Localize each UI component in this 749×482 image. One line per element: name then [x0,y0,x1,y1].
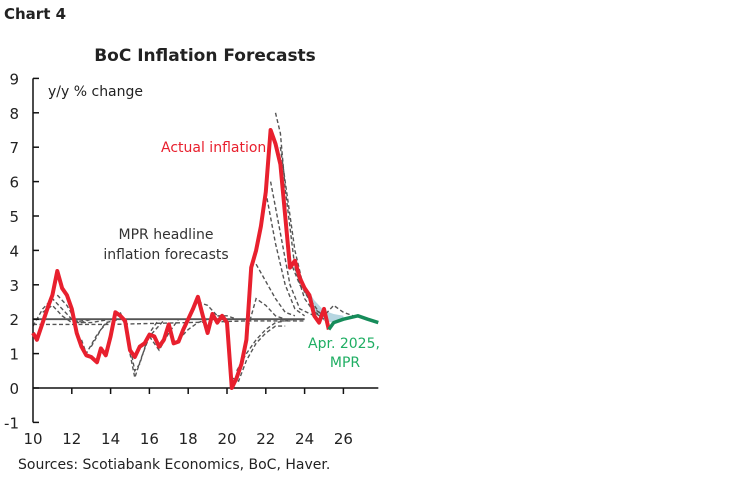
latest-forecast-line [327,314,379,331]
x-tick-label: 12 [62,430,81,448]
forecasts-label-line1: MPR headline [119,227,214,243]
actual-inflation-line [31,128,331,390]
past-forecast-line-15 [255,263,296,317]
y-axis-label: y/y % change [48,84,143,100]
y-tick-label: 7 [9,139,19,157]
latest-forecast-label-line2: MPR [330,355,361,371]
x-tick-label: 20 [217,430,236,448]
past-forecast-line-17 [269,181,315,317]
past-forecast-line-1 [32,297,92,327]
y-tick-label: 0 [9,380,19,398]
x-tick-label: 16 [140,430,159,448]
forecasts-label-line2: inflation forecasts [103,247,228,263]
y-tick-label: 1 [9,346,19,364]
chart-label: Chart 4 [4,5,66,23]
latest-forecast-label-line1: Apr. 2025, [308,336,380,352]
y-tick-label: -1 [4,414,19,432]
y-tick-label: 5 [9,208,19,226]
past-forecast-line-3 [56,294,111,324]
x-tick-label: 24 [295,430,314,448]
chart-title: BoC Inflation Forecasts [94,46,316,66]
y-tick-label: 2 [9,311,19,329]
x-tick-label: 10 [23,430,42,448]
source-note: Sources: Scotiabank Economics, BoC, Have… [18,457,330,473]
x-tick-label: 18 [179,430,198,448]
past-forecast-line-12 [231,325,286,383]
forecast-band [294,264,344,323]
y-tick-label: 4 [9,242,19,260]
actual-inflation-label: Actual inflation [161,140,266,156]
past-forecast-line-5 [90,318,121,348]
y-tick-label: 3 [9,277,19,295]
x-tick-label: 22 [256,430,275,448]
y-tick-label: 9 [9,70,19,88]
past-forecast-line-16 [265,191,306,317]
x-tick-label: 14 [101,430,120,448]
y-tick-label: 6 [9,174,19,192]
past-forecast-line-18 [274,112,325,320]
past-forecast-line-7 [129,318,166,381]
past-forecast-line-11 [217,315,247,320]
y-tick-label: 8 [9,105,19,123]
x-tick-label: 26 [334,430,353,448]
past-forecast-line-14 [245,297,286,334]
